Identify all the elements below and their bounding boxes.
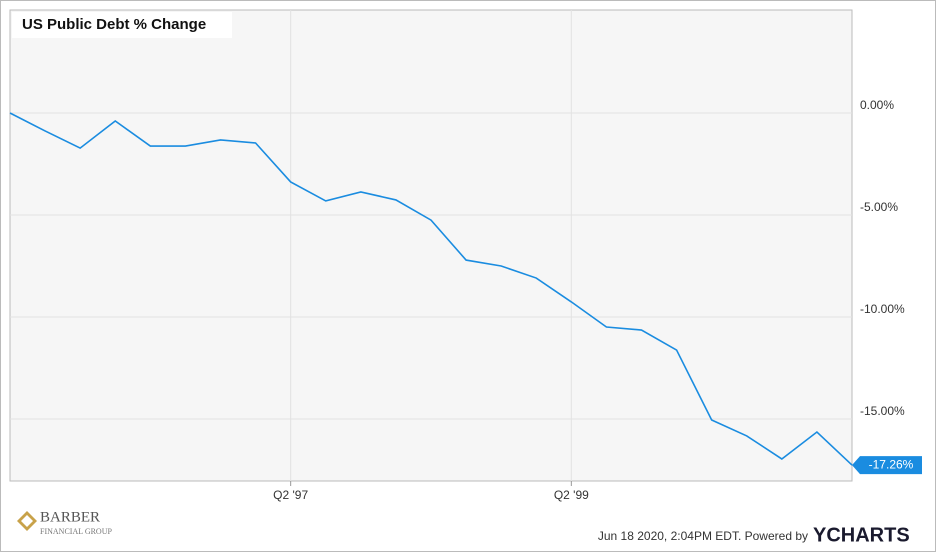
- logo-name: BARBER: [40, 509, 100, 525]
- value-label: -17.26%: [869, 457, 914, 471]
- timestamp: Jun 18 2020, 2:04PM EDT. Powered by: [598, 529, 808, 543]
- logo-icon-inner: [21, 515, 33, 527]
- x-tick-label: Q2 '97: [273, 488, 308, 502]
- chart-title: US Public Debt % Change: [22, 16, 206, 33]
- logo-sub: FINANCIAL GROUP: [40, 527, 112, 536]
- brand: YCHARTS: [813, 524, 910, 546]
- y-tick-label: -5.00%: [860, 200, 898, 214]
- title-box: [12, 12, 232, 38]
- y-tick-label: -15.00%: [860, 404, 905, 418]
- y-tick-label: 0.00%: [860, 98, 894, 112]
- line: [9, 112, 853, 466]
- logo: BARBER FINANCIAL GROUP: [17, 509, 112, 536]
- value-badge: [852, 456, 922, 475]
- y-tick-label: -10.00%: [860, 302, 905, 316]
- x-tick-label: Q2 '99: [554, 488, 589, 502]
- plot-area: [9, 9, 853, 482]
